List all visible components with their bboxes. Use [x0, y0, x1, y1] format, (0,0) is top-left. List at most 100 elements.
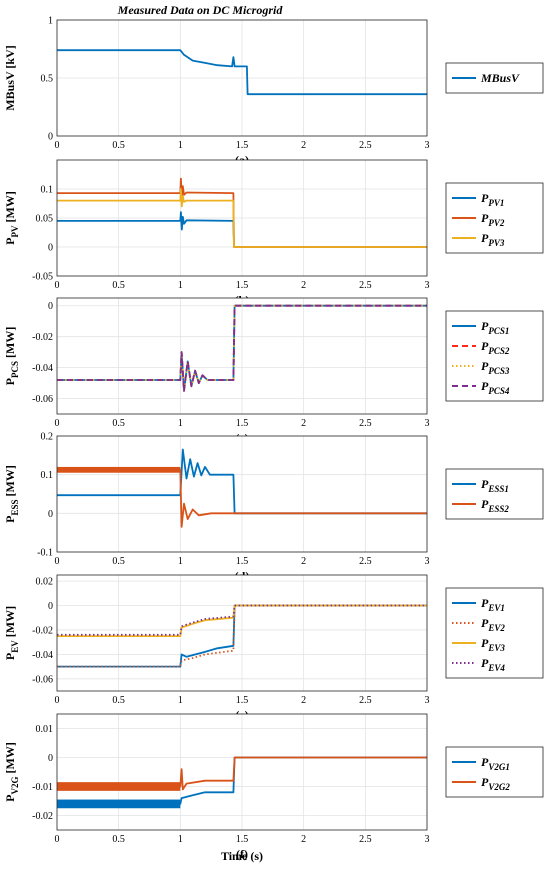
x-axis-label: Time (s): [221, 849, 263, 863]
series-line: [57, 49, 427, 96]
legend-label-main: P: [481, 359, 489, 373]
legend-label: PV2G2: [481, 775, 510, 792]
legend-label: PPCS2: [481, 339, 510, 356]
x-tick-label: 1: [178, 280, 183, 291]
legend-label-sub: PV1: [488, 198, 504, 208]
x-tick-label: 0: [55, 556, 60, 567]
y-tick-label: -0.02: [32, 625, 53, 636]
legend-label: PESS1: [481, 477, 509, 494]
x-tick-label: 0.5: [112, 140, 125, 151]
x-tick-label: 2: [301, 140, 306, 151]
legend-label-main: P: [481, 656, 489, 670]
y-axis-label-main: P: [3, 653, 17, 660]
series-line: [57, 604, 427, 636]
y-tick-label: 0.1: [41, 185, 54, 196]
legend-label: PEV1: [481, 596, 505, 613]
y-tick-label: -0.02: [32, 811, 53, 822]
legend-label-sub: PCS4: [488, 386, 510, 396]
y-axis-label: PESS [MW]: [3, 465, 20, 523]
y-axis-label-unit: [MW]: [3, 606, 17, 640]
x-tick-label: 2: [301, 695, 306, 706]
series-line: [57, 604, 427, 637]
x-tick-label: 2.5: [359, 280, 372, 291]
x-tick-label: 2.5: [359, 140, 372, 151]
x-tick-label: 1.5: [236, 418, 249, 429]
axes-box: [56, 297, 428, 415]
y-tick-label: 0: [48, 243, 53, 254]
legend-label: PEV3: [481, 636, 505, 653]
legend-label-main: P: [481, 191, 489, 205]
x-tick-label: 1.5: [236, 140, 249, 151]
y-tick-label: -0.1: [37, 548, 53, 559]
x-tick-label: 1.5: [236, 695, 249, 706]
series-line: [57, 468, 427, 528]
legend-label-sub: EV4: [487, 663, 505, 673]
y-tick-label: 0: [48, 301, 53, 312]
y-axis-label-main: MBusV [kV]: [3, 45, 17, 110]
legend-label: PPV1: [481, 191, 504, 208]
x-tick-label: 3: [425, 556, 430, 567]
legend-label-sub: PCS1: [488, 326, 509, 336]
legend-box: [445, 468, 544, 520]
y-tick-label: -0.06: [32, 394, 53, 405]
legend-label-sub: PV2: [488, 218, 505, 228]
legend-label-sub: PCS3: [488, 366, 510, 376]
y-tick-label: -0.04: [32, 363, 53, 374]
y-tick-label: 0.05: [36, 214, 54, 225]
y-tick-label: 0: [48, 509, 53, 520]
y-tick-label: 0: [48, 601, 53, 612]
x-tick-label: 1: [178, 140, 183, 151]
x-tick-label: 1.5: [236, 834, 249, 845]
legend-label-main: P: [481, 636, 489, 650]
y-axis-label: MBusV [kV]: [3, 45, 17, 110]
x-tick-label: 1.5: [236, 556, 249, 567]
y-axis-label-sub: PV: [10, 225, 20, 237]
x-tick-label: 0.5: [112, 834, 125, 845]
y-axis-label-sub: PCS: [10, 361, 20, 378]
legend-label-sub: PV3: [488, 238, 505, 248]
y-tick-label: 0.1: [41, 470, 54, 481]
legend-label: PPV3: [481, 231, 505, 248]
legend-label-sub: EV2: [487, 623, 505, 633]
legend-label: PPCS4: [481, 379, 510, 396]
y-tick-label: 1: [48, 16, 53, 27]
y-axis-label: PPCS [MW]: [3, 327, 20, 386]
x-tick-label: 2.5: [359, 556, 372, 567]
legend-box: [445, 746, 544, 798]
x-tick-label: 0.5: [112, 556, 125, 567]
legend-label-sub: ESS1: [487, 484, 509, 494]
axes-box: [56, 574, 428, 692]
y-tick-label: -0.06: [32, 674, 53, 685]
y-tick-label: 0: [48, 753, 53, 764]
axes-box: [56, 713, 428, 831]
legend-label: PPCS3: [481, 359, 510, 376]
x-tick-label: 1.5: [236, 280, 249, 291]
x-tick-label: 1: [178, 695, 183, 706]
legend-label-main: P: [481, 616, 489, 630]
axes-box: [56, 435, 428, 553]
y-tick-label: 0.02: [36, 577, 54, 588]
y-tick-label: 0: [48, 132, 53, 143]
x-tick-label: 1: [178, 834, 183, 845]
y-axis-label-main: P: [3, 237, 17, 244]
x-tick-label: 2: [301, 556, 306, 567]
y-axis-label-sub: V2G: [10, 776, 20, 794]
legend-label-sub: V2G2: [488, 782, 510, 792]
legend-label-main: P: [481, 231, 489, 245]
y-tick-label: 0.5: [41, 74, 54, 85]
legend-label-main: P: [481, 379, 489, 393]
axes-box: [56, 159, 428, 277]
x-tick-label: 3: [425, 418, 430, 429]
chart-title: Measured Data on DC Microgrid: [117, 3, 284, 17]
y-axis-label: PV2G [MW]: [3, 742, 20, 802]
y-tick-label: -0.04: [32, 650, 53, 661]
y-axis-label-unit: [MW]: [3, 465, 17, 499]
x-tick-label: 0: [55, 140, 60, 151]
x-tick-label: 2.5: [359, 695, 372, 706]
legend-label: PPCS1: [481, 319, 509, 336]
